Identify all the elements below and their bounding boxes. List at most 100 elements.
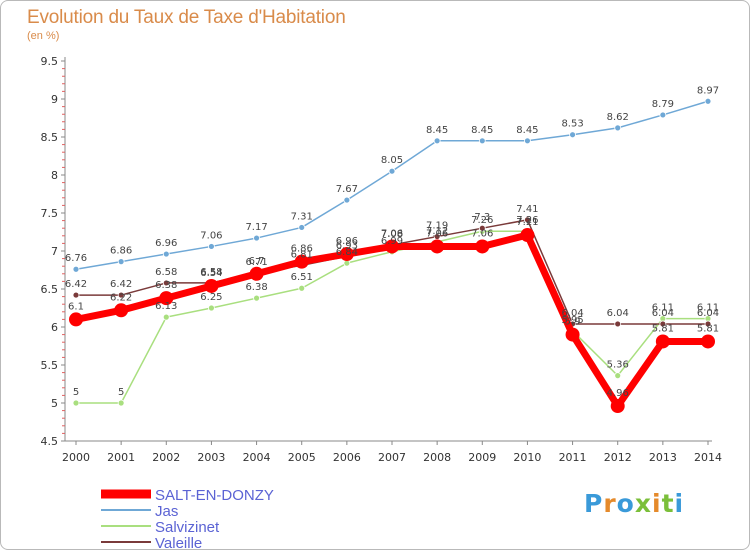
data-label: 8.79 [652, 99, 674, 110]
chart-title: Evolution du Taux de Taxe d'Habitation [27, 7, 346, 28]
data-label: 6.58 [155, 267, 177, 278]
data-label: 8.97 [697, 85, 719, 96]
logo-letter: o [616, 489, 635, 518]
data-label: 6.04 [561, 308, 583, 319]
data-label: 7.41 [516, 204, 538, 215]
x-tick-label: 2009 [468, 451, 496, 464]
data-point [430, 239, 445, 254]
data-label: 5.36 [607, 360, 629, 371]
data-point [385, 239, 399, 254]
logo-letter: i [674, 489, 685, 518]
x-tick-label: 2002 [152, 451, 180, 464]
data-label: 6.96 [336, 236, 358, 247]
data-point [524, 137, 531, 145]
data-point [565, 327, 580, 342]
data-point [294, 254, 309, 269]
data-point [704, 320, 712, 328]
data-label: 6.54 [200, 268, 222, 279]
x-tick-label: 2006 [333, 451, 361, 464]
x-tick-label: 2012 [604, 451, 632, 464]
data-point [298, 284, 306, 292]
data-label: 6.51 [291, 272, 313, 283]
data-label: 6.1 [68, 301, 84, 312]
data-point [117, 258, 125, 266]
data-label: 5 [73, 387, 79, 398]
legend-entry: SALT-EN-DONZY [155, 487, 274, 504]
y-tick-label: 8.5 [41, 131, 59, 144]
y-tick-label: 6 [51, 321, 58, 334]
data-point [339, 247, 354, 262]
data-label: 8.53 [561, 119, 583, 130]
data-point [524, 216, 531, 224]
x-tick-label: 2005 [288, 451, 316, 464]
data-label: 6.71 [245, 257, 267, 268]
data-label: 5.81 [652, 323, 674, 334]
data-label: 6.13 [155, 301, 177, 312]
legend-entry: Valeille [155, 535, 202, 549]
y-tick-label: 8 [51, 169, 58, 182]
data-point [478, 137, 486, 145]
data-point [159, 291, 174, 306]
data-label: 6.42 [110, 279, 132, 290]
x-tick-label: 2007 [378, 451, 406, 464]
data-point [701, 334, 715, 349]
data-label: 7.08 [381, 229, 403, 240]
proxiti-logo: Proxiti [584, 489, 684, 518]
data-point [72, 399, 80, 407]
series-line-salt-en-donzy [72, 231, 712, 410]
data-label: 7.06 [471, 228, 493, 239]
data-point [162, 313, 170, 321]
data-point [520, 228, 535, 243]
data-label: 6.42 [65, 279, 87, 290]
logo-letter: t [661, 489, 675, 518]
data-point [475, 239, 490, 254]
data-label: 8.05 [381, 155, 403, 166]
y-tick-label: 5.5 [41, 359, 59, 372]
data-point [659, 111, 667, 119]
x-tick-label: 2010 [513, 451, 541, 464]
x-tick-label: 2004 [243, 451, 271, 464]
data-point [162, 279, 170, 287]
data-point [162, 250, 170, 258]
data-point [433, 137, 441, 145]
data-label: 6.99 [381, 236, 403, 247]
data-label: 7.31 [291, 211, 313, 222]
data-point [659, 320, 667, 328]
x-tick-label: 2003 [197, 451, 225, 464]
logo-letter: P [584, 489, 604, 518]
data-label: 6.81 [291, 249, 313, 260]
data-point [117, 291, 125, 299]
x-tick-label: 2013 [649, 451, 677, 464]
x-tick-label: 2011 [559, 451, 587, 464]
data-label: 5 [118, 387, 124, 398]
data-label: 6.11 [697, 303, 719, 314]
data-point [208, 304, 215, 312]
data-point [614, 124, 622, 132]
data-point [204, 278, 219, 293]
data-label: 7.3 [474, 212, 490, 223]
y-tick-label: 7 [51, 245, 58, 258]
legend-entry: Jas [155, 503, 178, 520]
data-point [69, 312, 83, 327]
data-label: 7.06 [426, 228, 448, 239]
x-tick-label: 2001 [107, 451, 135, 464]
legend-entry: Salvizinet [155, 519, 220, 536]
data-label: 8.62 [607, 112, 629, 123]
data-label: 5.81 [697, 323, 719, 334]
data-label: 6.86 [110, 246, 132, 257]
data-point [208, 243, 215, 250]
data-label: 6.25 [200, 292, 222, 303]
data-point [478, 224, 486, 232]
data-point [343, 196, 351, 204]
x-tick-label: 2014 [694, 451, 722, 464]
data-point [569, 131, 576, 139]
data-label: 8.45 [516, 125, 538, 136]
data-label: 7.06 [200, 230, 222, 241]
data-label: 6.22 [110, 292, 132, 303]
data-label: 6.38 [155, 280, 177, 291]
data-label: 6.84 [336, 247, 358, 258]
y-tick-label: 4.5 [41, 435, 59, 448]
data-label: 6.76 [65, 253, 87, 264]
data-point [298, 224, 306, 231]
